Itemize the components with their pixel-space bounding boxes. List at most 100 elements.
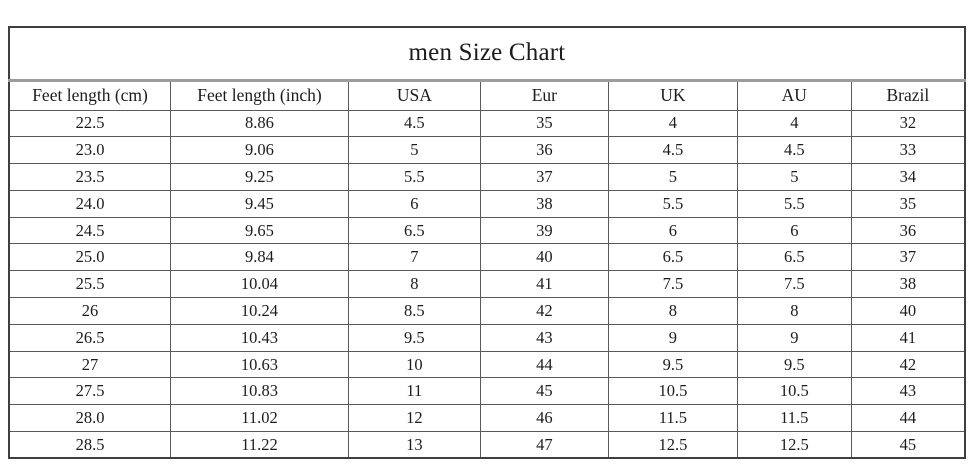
table-cell: 5 bbox=[736, 163, 852, 191]
table-cell: 9.65 bbox=[170, 216, 349, 245]
table-cell: 9.5 bbox=[736, 350, 852, 379]
table-cell: 9.25 bbox=[170, 163, 349, 191]
table-cell: 9.5 bbox=[347, 323, 481, 352]
table-cell: 7.5 bbox=[736, 270, 852, 299]
table-cell: 12.5 bbox=[607, 431, 738, 459]
header-cell: Feet length (cm) bbox=[8, 78, 172, 111]
table-body: 22.5 8.86 4.5 35 4 4 32 23.0 9.06 5 36 4.5 4.5 33 23.5… bbox=[8, 109, 966, 459]
table-cell: 45 bbox=[479, 377, 609, 406]
table-cell: 11.5 bbox=[736, 404, 852, 433]
table-cell: 8 bbox=[607, 297, 738, 325]
table-cell: 45 bbox=[850, 431, 966, 459]
table-cell: 26 bbox=[8, 297, 172, 325]
table-cell: 22.5 bbox=[8, 109, 172, 138]
table-cell: 6.5 bbox=[347, 216, 481, 245]
table-row: 26.5 10.43 9.5 43 9 9 41 bbox=[8, 323, 966, 352]
table-cell: 6 bbox=[736, 216, 852, 245]
table-row: 27.5 10.83 11 45 10.5 10.5 43 bbox=[8, 377, 966, 406]
table-cell: 10.63 bbox=[170, 350, 349, 379]
table-cell: 9 bbox=[607, 323, 738, 352]
table-cell: 13 bbox=[347, 431, 481, 459]
table-cell: 10.04 bbox=[170, 270, 349, 299]
table-cell: 8.5 bbox=[347, 297, 481, 325]
size-chart-container: men Size Chart Feet length (cm) Feet leng… bbox=[8, 26, 966, 460]
table-cell: 8 bbox=[347, 270, 481, 299]
table-cell: 11.22 bbox=[170, 431, 349, 459]
table-cell: 42 bbox=[850, 350, 966, 379]
table-cell: 6 bbox=[607, 216, 738, 245]
table-cell: 4 bbox=[736, 109, 852, 138]
header-cell: UK bbox=[607, 78, 738, 111]
table-title-row: men Size Chart bbox=[8, 26, 966, 81]
header-cell: USA bbox=[347, 78, 481, 111]
table-cell: 37 bbox=[479, 163, 609, 191]
table-cell: 5 bbox=[607, 163, 738, 191]
table-cell: 6 bbox=[347, 189, 481, 218]
table-cell: 9.5 bbox=[607, 350, 738, 379]
table-row: 27 10.63 10 44 9.5 9.5 42 bbox=[8, 350, 966, 379]
table-cell: 6.5 bbox=[736, 243, 852, 272]
table-cell: 12 bbox=[347, 404, 481, 433]
table-cell: 41 bbox=[479, 270, 609, 299]
table-cell: 4.5 bbox=[736, 136, 852, 165]
table-cell: 11.5 bbox=[607, 404, 738, 433]
table-cell: 5.5 bbox=[607, 189, 738, 218]
table-cell: 44 bbox=[850, 404, 966, 433]
table-cell: 5.5 bbox=[736, 189, 852, 218]
table-cell: 28.5 bbox=[8, 431, 172, 459]
header-cell: Brazil bbox=[850, 78, 966, 111]
table-cell: 25.5 bbox=[8, 270, 172, 299]
table-cell: 10.43 bbox=[170, 323, 349, 352]
table-cell: 36 bbox=[850, 216, 966, 245]
table-row: 28.5 11.22 13 47 12.5 12.5 45 bbox=[8, 431, 966, 459]
table-cell: 8 bbox=[736, 297, 852, 325]
table-row: 22.5 8.86 4.5 35 4 4 32 bbox=[8, 109, 966, 138]
table-cell: 11 bbox=[347, 377, 481, 406]
table-cell: 9 bbox=[736, 323, 852, 352]
table-cell: 24.5 bbox=[8, 216, 172, 245]
table-cell: 42 bbox=[479, 297, 609, 325]
page-title: men Size Chart bbox=[8, 26, 966, 81]
table-cell: 39 bbox=[479, 216, 609, 245]
table-cell: 26.5 bbox=[8, 323, 172, 352]
table-cell: 38 bbox=[479, 189, 609, 218]
table-row: 25.0 9.84 7 40 6.5 6.5 37 bbox=[8, 243, 966, 272]
table-cell: 46 bbox=[479, 404, 609, 433]
table-cell: 38 bbox=[850, 270, 966, 299]
table-cell: 27.5 bbox=[8, 377, 172, 406]
table-cell: 4 bbox=[607, 109, 738, 138]
table-cell: 7.5 bbox=[607, 270, 738, 299]
table-row: 28.0 11.02 12 46 11.5 11.5 44 bbox=[8, 404, 966, 433]
table-cell: 35 bbox=[479, 109, 609, 138]
table-cell: 10 bbox=[347, 350, 481, 379]
table-cell: 4.5 bbox=[607, 136, 738, 165]
table-cell: 40 bbox=[479, 243, 609, 272]
table-cell: 47 bbox=[479, 431, 609, 459]
table-cell: 34 bbox=[850, 163, 966, 191]
table-row: 23.5 9.25 5.5 37 5 5 34 bbox=[8, 163, 966, 191]
table-row: 24.5 9.65 6.5 39 6 6 36 bbox=[8, 216, 966, 245]
table-cell: 33 bbox=[850, 136, 966, 165]
table-cell: 23.5 bbox=[8, 163, 172, 191]
table-cell: 32 bbox=[850, 109, 966, 138]
table-cell: 24.0 bbox=[8, 189, 172, 218]
table-cell: 10.83 bbox=[170, 377, 349, 406]
table-header-row: Feet length (cm) Feet length (inch) USA Eur… bbox=[8, 78, 966, 111]
table-cell: 9.84 bbox=[170, 243, 349, 272]
table-cell: 28.0 bbox=[8, 404, 172, 433]
table-cell: 7 bbox=[347, 243, 481, 272]
table-cell: 43 bbox=[479, 323, 609, 352]
table-cell: 35 bbox=[850, 189, 966, 218]
table-cell: 10.5 bbox=[736, 377, 852, 406]
table-row: 26 10.24 8.5 42 8 8 40 bbox=[8, 297, 966, 325]
table-cell: 4.5 bbox=[347, 109, 481, 138]
table-cell: 6.5 bbox=[607, 243, 738, 272]
table-cell: 23.0 bbox=[8, 136, 172, 165]
table-cell: 43 bbox=[850, 377, 966, 406]
table-cell: 9.06 bbox=[170, 136, 349, 165]
table-cell: 40 bbox=[850, 297, 966, 325]
table-cell: 44 bbox=[479, 350, 609, 379]
header-cell: Eur bbox=[479, 78, 609, 111]
table-cell: 10.24 bbox=[170, 297, 349, 325]
table-cell: 37 bbox=[850, 243, 966, 272]
